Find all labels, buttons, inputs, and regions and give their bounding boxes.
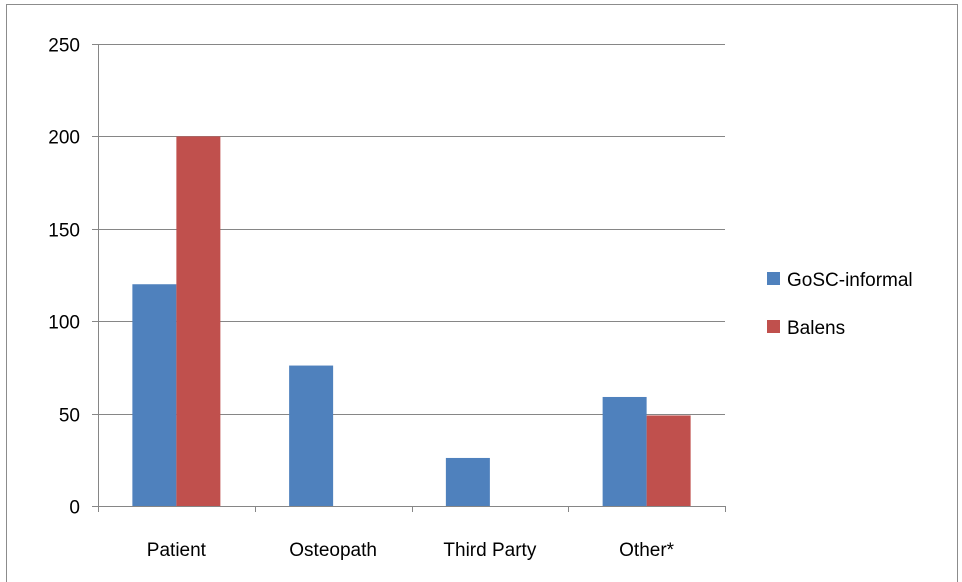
y-tick-label: 50 bbox=[59, 406, 80, 427]
y-tick-label: 100 bbox=[48, 313, 80, 334]
x-tick-label: Osteopath bbox=[289, 540, 377, 561]
bar-gosc-informal-third-party bbox=[445, 457, 490, 506]
x-tick-labels: Patient Osteopath Third Party Other* bbox=[147, 540, 675, 561]
legend-swatch bbox=[767, 320, 780, 333]
x-tick-label: Other* bbox=[619, 540, 675, 561]
bar-gosc-informal-other- bbox=[602, 396, 647, 506]
legend-label: Balens bbox=[787, 318, 845, 339]
bars bbox=[132, 136, 691, 506]
legend-swatch bbox=[767, 272, 780, 285]
legend-label: GoSC-informal bbox=[787, 270, 913, 291]
bar-gosc-informal-patient bbox=[132, 284, 177, 506]
y-tick-label: 250 bbox=[48, 36, 80, 57]
y-tick-label: 0 bbox=[69, 498, 80, 519]
x-tick-label: Third Party bbox=[443, 540, 536, 561]
legend: GoSC-informal Balens bbox=[767, 270, 913, 339]
axes bbox=[92, 44, 726, 512]
x-tick-label: Patient bbox=[147, 540, 207, 561]
y-tick-labels: 0 50 100 150 200 250 bbox=[48, 36, 80, 519]
bar-gosc-informal-osteopath bbox=[289, 365, 334, 506]
y-tick-label: 150 bbox=[48, 221, 80, 242]
bar-balens-other- bbox=[646, 415, 691, 506]
bar-balens-patient bbox=[176, 136, 221, 506]
y-tick-label: 200 bbox=[48, 128, 80, 149]
